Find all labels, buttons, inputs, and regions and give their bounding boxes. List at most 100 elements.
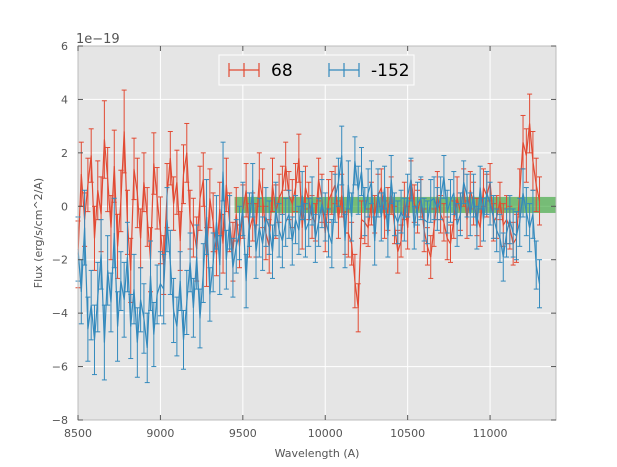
data-point	[367, 192, 369, 194]
data-point	[196, 256, 198, 258]
data-point	[433, 227, 435, 229]
data-point	[127, 256, 128, 258]
data-point	[140, 237, 142, 239]
data-point	[90, 304, 92, 306]
data-point	[361, 219, 362, 221]
data-point	[113, 165, 115, 167]
data-point	[232, 267, 234, 269]
data-point	[258, 227, 260, 229]
data-point	[357, 307, 359, 309]
data-point	[443, 221, 445, 223]
data-point	[110, 302, 112, 303]
data-point	[245, 280, 247, 282]
data-point	[94, 237, 95, 239]
data-point	[423, 219, 425, 221]
data-point	[281, 189, 283, 191]
data-point	[186, 152, 188, 154]
data-point	[374, 213, 376, 215]
data-point	[387, 235, 389, 237]
data-point	[318, 179, 320, 180]
data-point	[430, 256, 432, 258]
data-point	[314, 237, 316, 239]
data-point	[163, 288, 165, 290]
data-point	[110, 227, 112, 229]
data-point	[483, 187, 484, 188]
data-point	[295, 187, 296, 188]
data-point	[499, 237, 501, 239]
data-point	[334, 197, 336, 199]
data-point	[113, 232, 115, 234]
data-point	[525, 211, 527, 213]
data-point	[285, 165, 287, 167]
data-point	[473, 195, 474, 197]
data-point	[450, 200, 451, 202]
data-point	[189, 261, 191, 263]
data-point	[258, 179, 260, 180]
data-point	[156, 197, 158, 199]
x-tick-label: 9500	[229, 427, 257, 440]
data-point	[535, 184, 537, 186]
data-point	[103, 342, 105, 343]
data-point	[173, 203, 175, 205]
data-point	[397, 251, 399, 253]
data-point	[308, 221, 310, 223]
data-point	[466, 219, 468, 221]
data-point	[239, 232, 240, 234]
data-point	[380, 216, 382, 218]
data-point	[417, 203, 418, 205]
data-point	[298, 229, 300, 231]
data-point	[80, 291, 82, 293]
data-point	[539, 200, 540, 202]
data-point	[199, 197, 201, 199]
y-tick-label: −6	[52, 361, 68, 374]
data-point	[117, 245, 118, 247]
y-tick-label: 4	[61, 93, 68, 106]
data-point	[235, 245, 237, 247]
data-point	[305, 187, 306, 188]
data-point	[199, 318, 201, 319]
data-point	[512, 232, 514, 234]
data-point	[321, 203, 323, 205]
data-point	[225, 184, 227, 186]
data-point	[255, 251, 257, 253]
data-point	[469, 189, 471, 191]
data-point	[166, 219, 168, 221]
data-point	[525, 155, 527, 156]
data-point	[136, 342, 138, 343]
data-point	[202, 272, 204, 274]
data-point	[453, 192, 455, 194]
data-point	[150, 275, 151, 277]
data-point	[169, 157, 171, 159]
data-point	[153, 163, 155, 164]
data-point	[351, 216, 353, 218]
data-point	[90, 155, 92, 156]
data-point	[107, 270, 109, 271]
data-point	[446, 237, 448, 239]
series-2	[75, 125, 543, 384]
data-point	[479, 187, 481, 188]
x-tick-label: 8500	[64, 427, 92, 440]
data-point	[341, 195, 343, 197]
legend-label: -152	[371, 61, 410, 81]
data-point	[403, 219, 405, 221]
data-point	[288, 213, 290, 215]
data-point	[80, 173, 82, 175]
data-point	[192, 307, 194, 309]
data-point	[225, 259, 227, 261]
data-point	[394, 213, 395, 215]
data-point	[262, 197, 264, 199]
data-point	[153, 334, 155, 335]
data-point	[212, 221, 214, 223]
data-point	[120, 200, 122, 202]
data-point	[486, 192, 488, 194]
data-point	[522, 141, 524, 143]
data-point	[364, 211, 366, 213]
data-point	[160, 229, 161, 231]
y-offset-text: 1e−19	[76, 32, 120, 47]
data-point	[496, 229, 498, 231]
data-point	[506, 232, 507, 234]
data-point	[331, 243, 333, 245]
data-point	[532, 213, 534, 215]
data-point	[519, 192, 521, 194]
y-tick-label: 0	[61, 200, 68, 213]
